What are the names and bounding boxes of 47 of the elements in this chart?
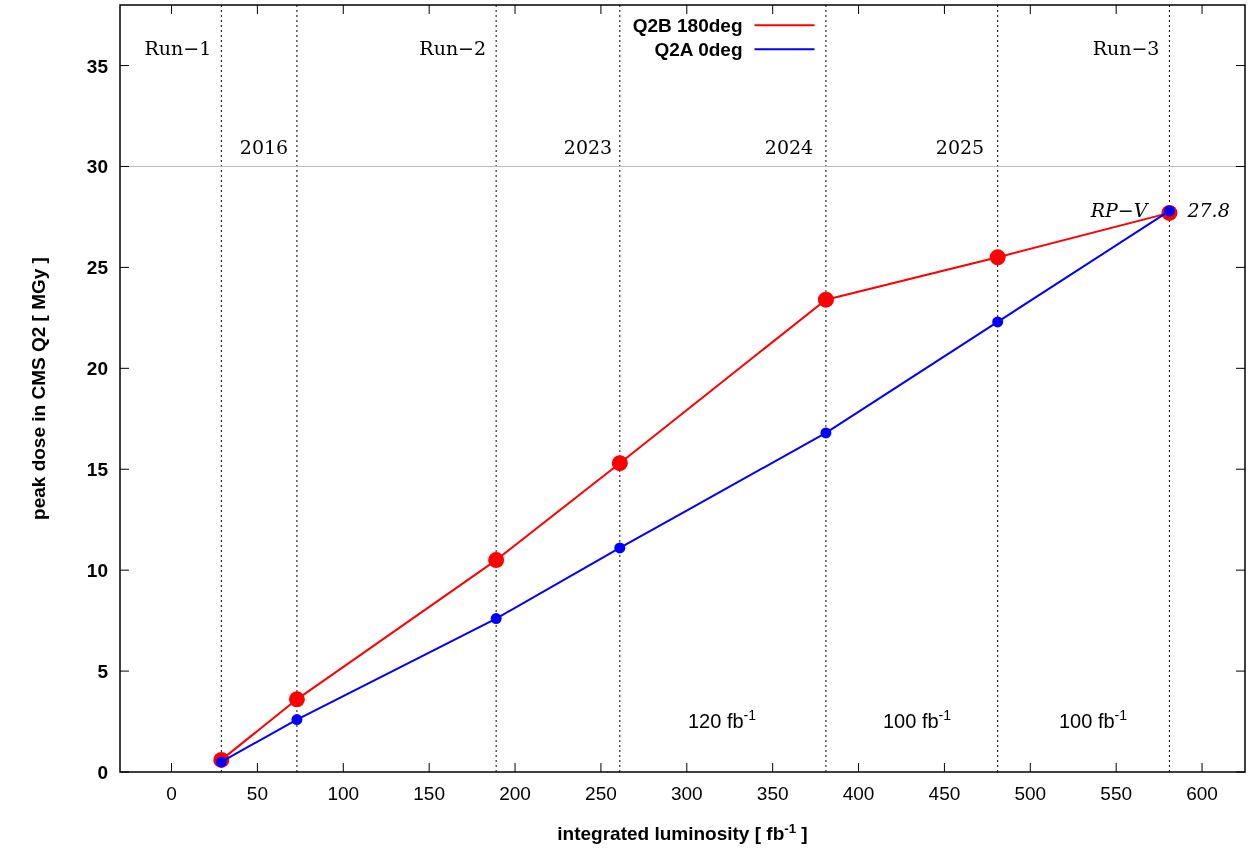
y-tick-label: 30 — [86, 156, 108, 178]
point — [488, 552, 505, 569]
y-tick-label: 15 — [86, 459, 109, 481]
point — [820, 427, 832, 439]
y-tick-label: 25 — [86, 257, 109, 279]
x-tick-label: 350 — [756, 783, 789, 804]
point — [817, 291, 834, 308]
annotation: 100 fb$^{-1}$ — [1058, 706, 1128, 732]
point — [989, 249, 1006, 266]
annotation: 2024 — [764, 136, 814, 159]
point — [992, 316, 1004, 328]
y-tick-label: 10 — [86, 560, 108, 582]
ref-line-label: Run−1 — [144, 37, 212, 60]
annotation: 27.8 — [1186, 198, 1230, 221]
annotation: 2025 — [935, 136, 985, 159]
annotation: RP−V — [1089, 198, 1150, 221]
point — [288, 691, 305, 708]
legend-label: Q2A 0deg — [654, 39, 743, 61]
ref-line-label: Run−3 — [1092, 37, 1160, 60]
legend-label: Q2B 180deg — [632, 15, 743, 37]
y-axis-title: peak dose in CMS Q2 [ MGy ] — [28, 257, 49, 520]
point — [490, 613, 502, 625]
x-tick-label: 200 — [499, 783, 531, 804]
x-tick-label: 300 — [670, 783, 703, 804]
x-tick-label: 550 — [1100, 783, 1133, 804]
y-tick-label: 35 — [86, 55, 109, 77]
annotation: 2016 — [239, 136, 289, 159]
x-tick-label: 100 — [327, 783, 360, 804]
x-tick-label: 250 — [585, 783, 617, 804]
annotation: 2023 — [563, 136, 613, 159]
annotation: 120 fb$^{-1}$ — [687, 706, 757, 732]
y-tick-label: 0 — [97, 762, 108, 783]
x-tick-label: 500 — [1014, 783, 1047, 804]
x-axis-title: integrated luminosity [ fb$^{-1}$ ] — [557, 820, 808, 844]
y-tick-label: 5 — [97, 661, 109, 683]
x-tick-label: 400 — [842, 783, 875, 804]
x-tick-label: 0 — [166, 783, 177, 804]
point — [291, 714, 303, 726]
y-tick-label: 20 — [86, 358, 108, 380]
point — [614, 542, 626, 554]
point — [611, 455, 628, 472]
x-tick-label: 600 — [1186, 783, 1218, 804]
x-tick-label: 50 — [246, 783, 268, 804]
annotation: 100 fb$^{-1}$ — [882, 706, 952, 732]
x-tick-label: 150 — [413, 783, 446, 804]
x-tick-label: 450 — [928, 783, 961, 804]
ref-line-label: Run−2 — [419, 37, 487, 60]
